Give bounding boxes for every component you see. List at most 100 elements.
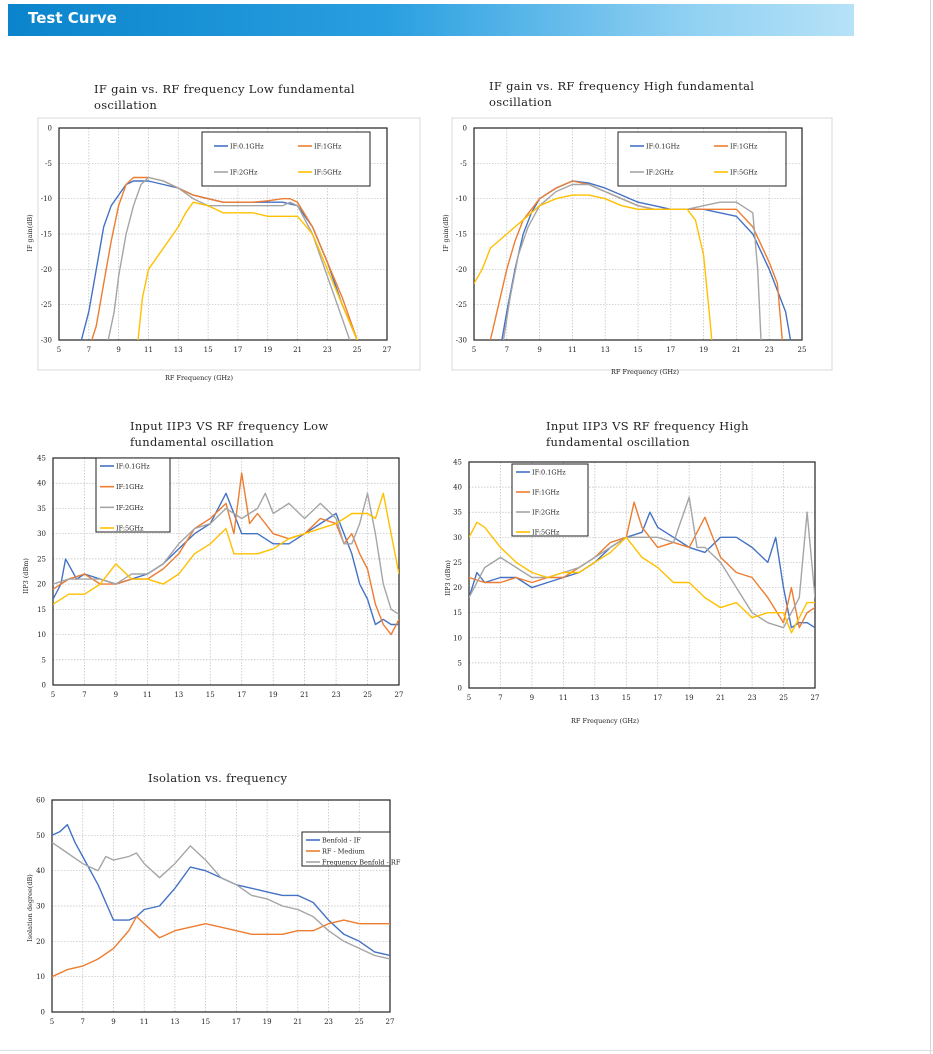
legend-label-2: IF:2GHz: [230, 169, 258, 177]
y-tick-label: 35: [453, 509, 462, 517]
series-line-2: [53, 492, 399, 615]
x-tick-label: 13: [590, 694, 599, 702]
legend-label-1: IF:1GHz: [116, 483, 144, 491]
y-tick-label: 35: [37, 505, 46, 513]
legend-label-0: IF:0.1GHz: [116, 463, 150, 471]
x-tick-label: 11: [144, 346, 153, 354]
x-tick-label: 19: [263, 1018, 272, 1026]
chart-if-gain-high: 5 7 9 11 13 15 17 19 21 23 25 0 -5 -10 -15 -20 -25 -30 RF …: [442, 117, 833, 376]
y-tick-label: 10: [37, 631, 46, 639]
y-tick-label: 0: [458, 685, 462, 693]
x-tick-label: 15: [206, 691, 215, 699]
plot-area: [473, 127, 803, 341]
chart-title-iip3-low: Input IIP3 VS RF frequency Low fundament…: [130, 419, 329, 449]
legend-label-2: IF:2GHz: [116, 504, 144, 512]
x-tick-label: 21: [293, 346, 302, 354]
legend-label-0: IF:0.1GHz: [646, 143, 680, 151]
chart-title-isolation: Isolation vs. frequency: [148, 771, 288, 785]
y-tick-label: -15: [41, 231, 52, 239]
series-group: [474, 180, 792, 340]
x-tick-label: 7: [505, 346, 509, 354]
x-axis-label: RF Frequency (GHz): [165, 374, 234, 382]
legend-box: [201, 131, 371, 187]
x-axis-label: RF Frequency (GHz): [611, 368, 680, 376]
section-header-bar: Test Curve: [8, 4, 854, 36]
legend-label-1: IF:1GHz: [314, 143, 342, 151]
x-tick-label: 7: [498, 694, 502, 702]
x-tick-label: 27: [383, 346, 392, 354]
x-axis-label: RF Frequency (GHz): [571, 717, 640, 725]
legend-box: [511, 463, 589, 537]
y-axis-label: Isolation degree(dB): [26, 874, 34, 942]
y-tick-label: -10: [456, 195, 467, 203]
y-tick-label: -25: [41, 301, 52, 309]
y-tick-label: 0: [463, 125, 467, 133]
series-line-1: [53, 472, 399, 636]
series-line-3: [469, 521, 815, 634]
y-tick-label: -30: [456, 337, 467, 345]
series-line-0: [53, 492, 399, 626]
y-tick-label: 40: [453, 484, 462, 492]
y-tick-label: -5: [45, 160, 52, 168]
series-line-0: [52, 824, 390, 957]
x-tick-label: 15: [204, 346, 213, 354]
plot-area: [51, 799, 391, 1013]
x-tick-label: 5: [57, 346, 61, 354]
x-tick-label: 9: [537, 346, 541, 354]
legend-label-3: IF:5GHz: [730, 169, 758, 177]
series-line-0: [501, 180, 792, 340]
y-tick-label: 5: [458, 659, 462, 667]
x-tick-label: 21: [732, 346, 741, 354]
x-tick-label: 11: [559, 694, 568, 702]
x-tick-label: 25: [798, 346, 807, 354]
x-tick-label: 9: [111, 1018, 115, 1026]
x-tick-label: 27: [386, 1018, 395, 1026]
y-tick-label: -5: [460, 160, 467, 168]
legend-box: [95, 457, 171, 533]
y-tick-label: -20: [41, 266, 52, 274]
y-axis-label: IIP3 (dBm): [444, 560, 452, 596]
series-group: [53, 472, 399, 636]
y-tick-label: 20: [36, 938, 45, 946]
y-axis-label: IF gain(dB): [442, 214, 450, 252]
legend-label-1: IF:1GHz: [730, 143, 758, 151]
section-title: Test Curve: [28, 9, 117, 27]
y-tick-label: 25: [37, 555, 46, 563]
y-tick-label: 50: [36, 832, 45, 840]
x-tick-label: 21: [300, 691, 309, 699]
y-tick-label: 0: [41, 1009, 45, 1017]
y-tick-label: 45: [453, 459, 462, 467]
series-line-3: [137, 201, 358, 340]
x-tick-label: 13: [174, 691, 183, 699]
y-tick-label: 10: [453, 634, 462, 642]
y-axis-label: IF gain(dB): [26, 214, 34, 252]
x-tick-label: 27: [395, 691, 404, 699]
y-tick-label: 25: [453, 559, 462, 567]
x-tick-label: 15: [201, 1018, 210, 1026]
series-line-3: [474, 194, 713, 340]
x-tick-label: 9: [116, 346, 120, 354]
x-tick-label: 13: [601, 346, 610, 354]
x-tick-label: 7: [82, 691, 86, 699]
x-tick-label: 13: [170, 1018, 179, 1026]
x-tick-label: 9: [114, 691, 118, 699]
chart-iip3-high: 5 7 9 11 13 15 17 19 21 23 25 27051015202530354045R…: [444, 459, 819, 726]
x-tick-label: 25: [355, 1018, 364, 1026]
chart-frame: [451, 117, 833, 371]
x-tick-label: 21: [293, 1018, 302, 1026]
x-tick-label: 23: [324, 1018, 333, 1026]
legend-box: [301, 831, 391, 867]
chart-title-if-gain-low: IF gain vs. RF frequency Low fundamental…: [94, 82, 355, 112]
x-tick-label: 21: [716, 694, 725, 702]
y-tick-label: 40: [37, 480, 46, 488]
x-tick-label: 23: [323, 346, 332, 354]
x-tick-label: 15: [634, 346, 643, 354]
legend-label-2: IF:2GHz: [646, 169, 674, 177]
x-tick-label: 19: [685, 694, 694, 702]
y-axis-label: IIP3 (dBm): [22, 558, 30, 594]
x-tick-label: 11: [140, 1018, 149, 1026]
legend-label-0: IF:0.1GHz: [230, 143, 264, 151]
legend-label-0: IF:0.1GHz: [532, 469, 566, 477]
x-tick-label: 5: [472, 346, 476, 354]
series-line-1: [469, 501, 815, 629]
